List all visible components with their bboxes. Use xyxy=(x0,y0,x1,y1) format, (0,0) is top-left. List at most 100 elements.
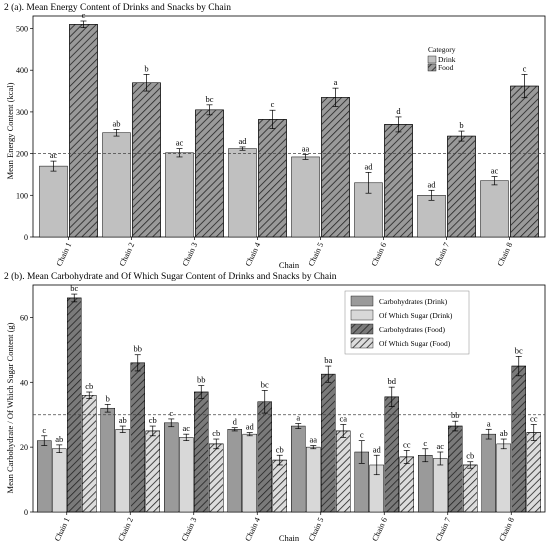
data-label: cc xyxy=(530,413,538,423)
bar-of-which-sugar-drink xyxy=(52,448,67,513)
bar-hatch-carbohydrates-food xyxy=(130,362,145,513)
bar-drink xyxy=(480,180,509,238)
data-label: cc xyxy=(403,439,411,449)
data-label: c xyxy=(82,10,86,20)
bar-hatch-carbohydrates-food xyxy=(67,297,82,513)
bar-carbohydrates-drink xyxy=(418,455,433,513)
x-tick-label: Chain 8 xyxy=(496,241,515,268)
bar-carbohydrates-drink xyxy=(227,429,242,513)
data-label: bc xyxy=(70,283,78,293)
bar-hatch-food xyxy=(510,85,539,238)
data-label: ac xyxy=(176,138,184,148)
bar-hatch-carbohydrates-food xyxy=(448,425,463,513)
bar-of-which-sugar-drink xyxy=(179,437,194,513)
x-tick-label: Chain 2 xyxy=(116,516,135,543)
bar-hatch-of-which-sugar-food xyxy=(209,443,224,513)
y-tick-label: 0 xyxy=(24,508,28,517)
bar-carbohydrates-drink xyxy=(481,433,496,513)
legend-swatch-carb-food-hatch xyxy=(351,324,373,334)
data-label: ac xyxy=(50,150,58,160)
bar-hatch-carbohydrates-food xyxy=(384,396,399,513)
data-label: c xyxy=(169,408,173,418)
y-tick-label: 60 xyxy=(20,313,28,322)
data-label: cb xyxy=(466,451,474,461)
data-label: bb xyxy=(451,410,460,420)
data-label: ad xyxy=(373,444,382,454)
bar-of-which-sugar-drink xyxy=(115,429,130,513)
x-tick-label: Chain 8 xyxy=(497,516,516,543)
data-label: ac xyxy=(182,423,190,433)
data-label: d xyxy=(396,106,401,116)
bar-drink xyxy=(39,165,68,238)
bar-hatch-of-which-sugar-food xyxy=(399,456,414,513)
bar-hatch-food xyxy=(69,24,98,238)
bar-hatch-carbohydrates-food xyxy=(194,391,209,513)
data-label: ad xyxy=(238,136,247,146)
data-label: ad xyxy=(246,422,255,432)
legend-label-carb-drink: Carbohydrates (Drink) xyxy=(379,297,448,306)
x-tick-label: Chain 2 xyxy=(118,241,137,268)
x-tick-label: Chain 1 xyxy=(55,241,74,268)
legend-label-food: Food xyxy=(438,63,454,72)
data-label: c xyxy=(42,425,46,435)
bar-drink xyxy=(165,152,194,238)
data-label: ab xyxy=(119,415,127,425)
legend-swatch-drink xyxy=(427,55,437,64)
data-label: b xyxy=(459,120,463,130)
legend-label-sugar-food: Of Which Sugar (Food) xyxy=(379,339,451,348)
data-label: aa xyxy=(302,143,310,153)
bar-hatch-of-which-sugar-food xyxy=(272,459,287,513)
data-label: cb xyxy=(212,428,220,438)
data-label: cb xyxy=(149,415,157,425)
panel-a-y-ticks: 0 100 200 300 400 500 xyxy=(16,25,33,242)
bar-hatch-food xyxy=(321,97,350,238)
y-tick-label: 40 xyxy=(20,378,28,387)
bar-carbohydrates-drink xyxy=(164,422,179,513)
x-tick-label: Chain 4 xyxy=(243,516,262,543)
bar-carbohydrates-drink xyxy=(37,440,52,513)
y-tick-label: 100 xyxy=(16,191,28,200)
x-tick-label: Chain 3 xyxy=(181,241,200,268)
data-label: b xyxy=(144,63,148,73)
data-label: c xyxy=(360,430,364,440)
bar-hatch-of-which-sugar-food xyxy=(82,395,97,513)
x-tick-label: Chain 7 xyxy=(433,241,452,268)
panel-a-xlabel: Chain xyxy=(279,260,300,270)
data-label: c xyxy=(523,63,527,73)
bar-of-which-sugar-drink xyxy=(306,446,321,513)
panel-a: 2 (a). Mean Energy Content of Drinks and… xyxy=(4,2,546,270)
data-label: ab xyxy=(112,118,120,128)
y-tick-label: 20 xyxy=(20,443,28,452)
bar-of-which-sugar-drink xyxy=(242,433,257,513)
y-tick-label: 0 xyxy=(24,233,28,242)
legend-label-carb-food: Carbohydrates (Food) xyxy=(379,325,446,334)
panel-b-title: 2 (b). Mean Carbohydrate and Of Which Su… xyxy=(4,271,337,282)
x-tick-label: Chain 1 xyxy=(53,516,72,543)
x-tick-label: Chain 7 xyxy=(434,516,453,543)
legend-swatch-sugar-drink xyxy=(350,309,374,321)
y-tick-label: 300 xyxy=(16,108,28,117)
data-label: bc xyxy=(261,379,269,389)
bar-hatch-carbohydrates-food xyxy=(321,373,336,513)
x-tick-label: Chain 6 xyxy=(370,516,389,543)
data-label: a xyxy=(296,412,300,422)
data-label: ac xyxy=(491,166,499,176)
panel-a-plot-frame xyxy=(32,15,546,238)
panel-b-plot-frame xyxy=(32,284,546,513)
bar-carbohydrates-drink xyxy=(100,407,115,513)
y-tick-label: 400 xyxy=(16,66,28,75)
panel-b-legend: Carbohydrates (Drink) Of Which Sugar (Dr… xyxy=(344,290,470,355)
data-label: b xyxy=(106,393,110,403)
bar-hatch-of-which-sugar-food xyxy=(145,430,160,513)
data-label: ba xyxy=(324,355,332,365)
x-tick-label: Chain 6 xyxy=(370,241,389,268)
bar-hatch-of-which-sugar-food xyxy=(463,464,478,513)
legend-label-drink: Drink xyxy=(438,55,456,64)
bar-hatch-carbohydrates-food xyxy=(511,365,526,513)
legend-swatch-sugar-food-hatch xyxy=(351,338,373,348)
panel-a-legend-title: Category xyxy=(428,45,456,54)
bar-hatch-of-which-sugar-food xyxy=(526,432,541,513)
legend-swatch-carb-drink xyxy=(350,295,374,307)
